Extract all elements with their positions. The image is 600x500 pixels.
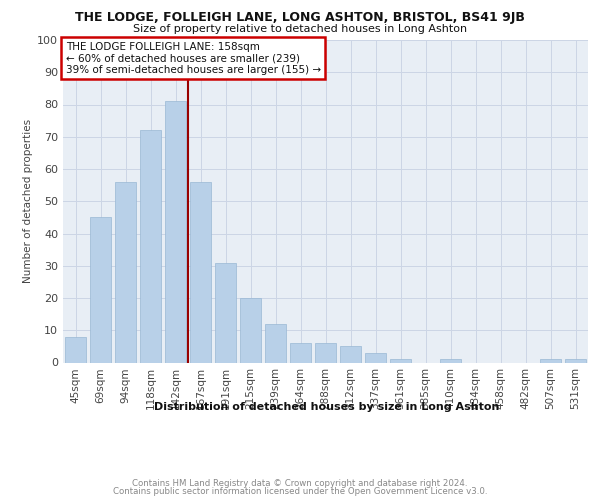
- Y-axis label: Number of detached properties: Number of detached properties: [23, 119, 33, 284]
- Bar: [290, 343, 311, 362]
- Bar: [140, 130, 161, 362]
- Bar: [115, 182, 136, 362]
- Text: THE LODGE, FOLLEIGH LANE, LONG ASHTON, BRISTOL, BS41 9JB: THE LODGE, FOLLEIGH LANE, LONG ASHTON, B…: [75, 11, 525, 24]
- Bar: [190, 182, 211, 362]
- Bar: [65, 336, 86, 362]
- Bar: [215, 262, 236, 362]
- Bar: [540, 360, 561, 362]
- Bar: [365, 353, 386, 362]
- Text: Size of property relative to detached houses in Long Ashton: Size of property relative to detached ho…: [133, 24, 467, 34]
- Bar: [90, 218, 111, 362]
- Bar: [565, 360, 586, 362]
- Bar: [265, 324, 286, 362]
- Bar: [315, 343, 336, 362]
- Text: Distribution of detached houses by size in Long Ashton: Distribution of detached houses by size …: [154, 402, 500, 412]
- Text: Contains HM Land Registry data © Crown copyright and database right 2024.: Contains HM Land Registry data © Crown c…: [132, 478, 468, 488]
- Bar: [165, 102, 186, 362]
- Bar: [390, 360, 411, 362]
- Bar: [440, 360, 461, 362]
- Bar: [240, 298, 261, 362]
- Bar: [340, 346, 361, 362]
- Text: Contains public sector information licensed under the Open Government Licence v3: Contains public sector information licen…: [113, 487, 487, 496]
- Text: THE LODGE FOLLEIGH LANE: 158sqm
← 60% of detached houses are smaller (239)
39% o: THE LODGE FOLLEIGH LANE: 158sqm ← 60% of…: [65, 42, 321, 75]
